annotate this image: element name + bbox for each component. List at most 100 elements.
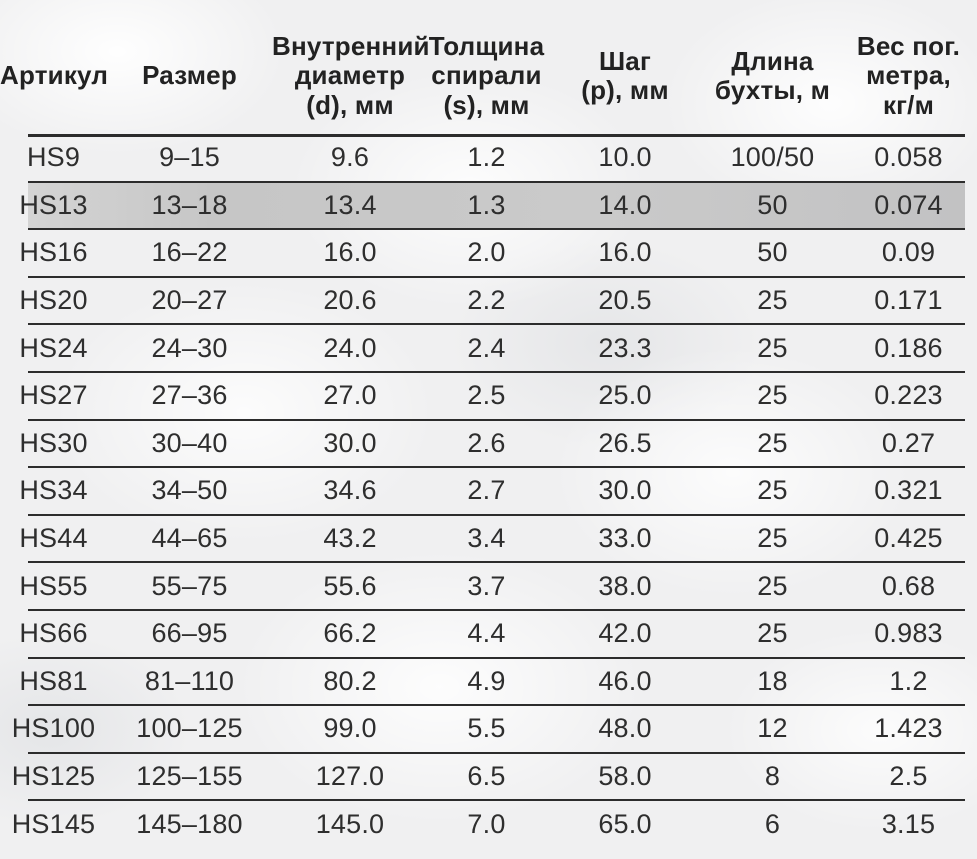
cell-spiral_thickness: 4.9 [467, 665, 506, 696]
cell-size: 81–110 [144, 665, 235, 696]
cell-pitch: 33.0 [598, 523, 652, 554]
table-row-hs55[interactable]: HS55 55–75 55.6 3.7 38.0 25 0.68 [0, 562, 977, 611]
cell-coil_length: 25 [757, 618, 788, 649]
cell-coil_length: 50 [757, 189, 788, 220]
table-row-hs125[interactable]: HS125 125–155 127.0 6.5 58.0 8 2.5 [0, 753, 977, 802]
cell-inner_diameter: 66.2 [323, 618, 377, 649]
table-row-hs44[interactable]: HS44 44–65 43.2 3.4 33.0 25 0.425 [0, 515, 977, 564]
row-divider [28, 418, 965, 421]
cell-inner_diameter: 99.0 [323, 713, 377, 744]
table-row-hs20[interactable]: HS20 20–27 20.6 2.2 20.5 25 0.171 [0, 277, 977, 326]
cell-inner_diameter: 55.6 [323, 570, 377, 601]
cell-article: HS145 [11, 808, 96, 839]
cell-article: HS13 [19, 189, 88, 220]
cell-weight: 0.68 [881, 570, 936, 601]
column-header-size: Размер [142, 60, 237, 91]
cell-spiral_thickness: 2.5 [467, 380, 506, 411]
table-row-hs81[interactable]: HS81 81–110 80.2 4.9 46.0 18 1.2 [0, 658, 977, 707]
cell-weight: 0.983 [874, 618, 943, 649]
cell-pitch: 10.0 [598, 142, 652, 173]
cell-weight: 2.5 [889, 761, 928, 792]
column-header-inner_diameter: Внутренний диаметр (d), мм [272, 30, 430, 120]
cell-spiral_thickness: 6.5 [467, 761, 506, 792]
cell-size: 55–75 [151, 570, 228, 601]
table-row-hs66[interactable]: HS66 66–95 66.2 4.4 42.0 25 0.983 [0, 610, 977, 659]
cell-pitch: 42.0 [598, 618, 652, 649]
table-row-hs145[interactable]: HS145 145–180 145.0 7.0 65.0 6 3.15 [0, 800, 977, 848]
cell-spiral_thickness: 2.2 [467, 285, 506, 316]
cell-article: HS100 [11, 713, 96, 744]
header-divider [28, 134, 965, 137]
row-divider [28, 561, 965, 564]
selected-row-highlight [28, 181, 965, 230]
cell-size: 20–27 [151, 285, 228, 316]
cell-spiral_thickness: 1.3 [467, 189, 506, 220]
column-header-weight: Вес пог. метра, кг/м [856, 30, 961, 120]
cell-coil_length: 100/50 [730, 142, 815, 173]
cell-inner_diameter: 30.0 [323, 427, 377, 458]
cell-pitch: 65.0 [598, 808, 652, 839]
cell-article: HS9 [26, 142, 81, 173]
cell-inner_diameter: 80.2 [323, 665, 377, 696]
cell-article: HS20 [19, 285, 88, 316]
cell-size: 44–65 [151, 523, 228, 554]
cell-size: 13–18 [151, 189, 228, 220]
column-header-pitch: Шаг (p), мм [581, 45, 669, 105]
column-header-coil_length: Длина бухты, м [714, 45, 831, 105]
table-row-hs100[interactable]: HS100 100–125 99.0 5.5 48.0 12 1.423 [0, 705, 977, 754]
cell-inner_diameter: 20.6 [323, 285, 377, 316]
cell-pitch: 23.3 [598, 332, 652, 363]
cell-weight: 0.425 [874, 523, 943, 554]
table-row-hs27[interactable]: HS27 27–36 27.0 2.5 25.0 25 0.223 [0, 372, 977, 421]
cell-spiral_thickness: 5.5 [467, 713, 506, 744]
cell-size: 16–22 [151, 237, 228, 268]
cell-weight: 0.171 [874, 285, 943, 316]
cell-article: HS44 [19, 523, 88, 554]
cell-article: HS30 [19, 427, 88, 458]
row-divider [28, 228, 965, 231]
cell-spiral_thickness: 3.7 [467, 570, 506, 601]
cell-weight: 0.058 [874, 142, 943, 173]
cell-spiral_thickness: 2.6 [467, 427, 506, 458]
cell-coil_length: 25 [757, 475, 788, 506]
cell-size: 100–125 [136, 713, 243, 744]
row-divider [28, 370, 965, 373]
cell-spiral_thickness: 3.4 [467, 523, 506, 554]
cell-article: HS27 [19, 380, 88, 411]
table-row-hs34[interactable]: HS34 34–50 34.6 2.7 30.0 25 0.321 [0, 467, 977, 516]
cell-weight: 3.15 [881, 808, 936, 839]
row-divider [28, 704, 965, 707]
cell-coil_length: 18 [757, 665, 788, 696]
cell-pitch: 58.0 [598, 761, 652, 792]
cell-coil_length: 25 [757, 380, 788, 411]
cell-inner_diameter: 27.0 [323, 380, 377, 411]
cell-size: 24–30 [151, 332, 228, 363]
cell-weight: 0.27 [881, 427, 936, 458]
cell-pitch: 46.0 [598, 665, 652, 696]
cell-coil_length: 8 [764, 761, 781, 792]
table-row-hs30[interactable]: HS30 30–40 30.0 2.6 26.5 25 0.27 [0, 420, 977, 469]
cell-spiral_thickness: 1.2 [467, 142, 506, 173]
table-header-row: Артикул Размер Внутренний диаметр (d), мм Т… [0, 0, 977, 137]
cell-pitch: 16.0 [598, 237, 652, 268]
cell-article: HS81 [19, 665, 88, 696]
cell-weight: 1.2 [889, 665, 928, 696]
table-row-hs13[interactable]: HS13 13–18 13.4 1.3 14.0 50 0.074 [0, 181, 977, 231]
cell-coil_length: 12 [757, 713, 788, 744]
table-row-hs16[interactable]: HS16 16–22 16.0 2.0 16.0 50 0.09 [0, 229, 977, 278]
cell-article: HS34 [19, 475, 88, 506]
row-divider [28, 323, 965, 326]
table-row-hs24[interactable]: HS24 24–30 24.0 2.4 23.3 25 0.186 [0, 324, 977, 373]
cell-size: 66–95 [151, 618, 228, 649]
cell-weight: 0.074 [874, 189, 943, 220]
cell-pitch: 26.5 [598, 427, 652, 458]
table-row-hs9[interactable]: HS9 9–15 9.6 1.2 10.0 100/50 0.058 [0, 134, 977, 183]
cell-coil_length: 25 [757, 570, 788, 601]
cell-pitch: 25.0 [598, 380, 652, 411]
row-divider [28, 513, 965, 516]
column-header-spiral_thickness: Толщина спирали (s), мм [428, 30, 545, 120]
cell-size: 30–40 [151, 427, 228, 458]
cell-inner_diameter: 16.0 [323, 237, 377, 268]
